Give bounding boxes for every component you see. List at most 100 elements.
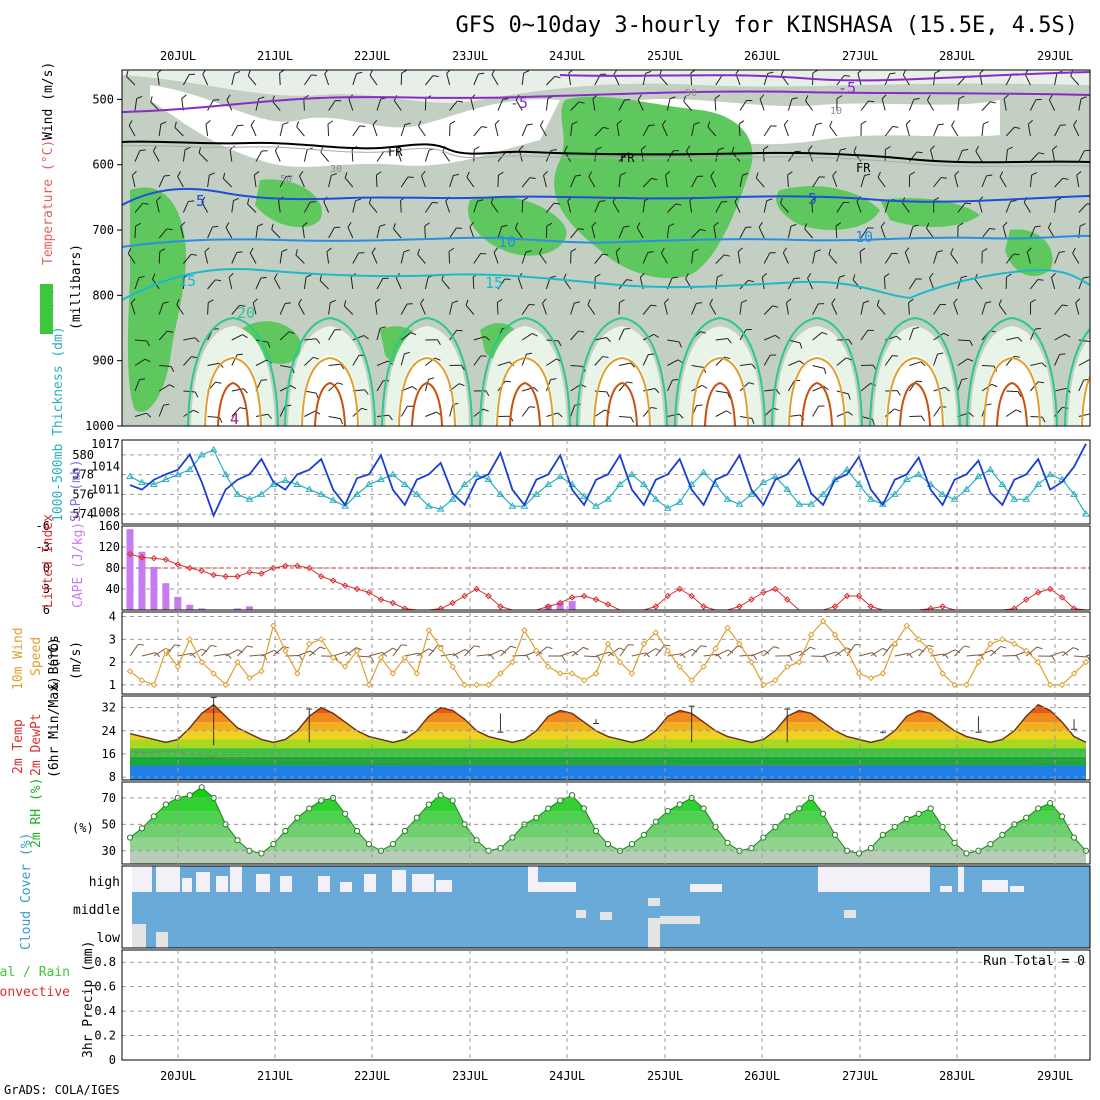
wind-barb: [637, 94, 644, 111]
wind10m-point: [258, 668, 265, 675]
wind-barb: [981, 383, 998, 392]
wind-barb: [908, 278, 922, 290]
cloud-low-patch: [132, 924, 146, 948]
wind-barb: [594, 200, 606, 213]
thickness-point: [867, 495, 875, 502]
date-label-bottom: 25JUL: [647, 1069, 683, 1083]
date-label-bottom: 24JUL: [549, 1069, 585, 1083]
thickness-tick-label: 574: [72, 507, 94, 521]
wind-barb: [957, 95, 965, 111]
wind-barb: [835, 222, 842, 239]
wind-barb: [1029, 225, 1041, 239]
wind-barb: [207, 299, 214, 315]
wind-barb: [449, 364, 466, 371]
surface-wind-barb: [811, 655, 829, 662]
wind-barb: [231, 124, 244, 137]
wind-barb: [812, 249, 821, 264]
date-label-bottom: 20JUL: [160, 1069, 196, 1083]
wind-barb: [1030, 279, 1044, 290]
lifted-index-tick-label: 0: [43, 561, 50, 575]
wind-barb: [1006, 390, 1022, 398]
thickness-point: [807, 500, 816, 507]
rh2m-point: [951, 839, 958, 846]
wind-barb: [642, 304, 657, 315]
wind-barb: [134, 202, 149, 213]
wind-barb: [667, 203, 682, 213]
rh2m-point: [987, 841, 994, 848]
temp2m-tick-label: 16: [102, 747, 116, 761]
wind-barb: [640, 145, 647, 162]
lifted-index-point: [365, 589, 373, 596]
lifted-index-point: [401, 605, 409, 610]
wind-barb: [981, 174, 993, 188]
cloud-high-clear: [182, 878, 192, 892]
thickness-point: [938, 490, 947, 497]
wind-barb: [231, 334, 248, 341]
rh2m-point: [258, 850, 265, 857]
wind10m-point: [377, 654, 385, 661]
wind-barb: [156, 196, 162, 213]
slp-tick-label: 1017: [91, 437, 120, 451]
wind-barb: [594, 126, 609, 137]
wind-barb: [352, 252, 365, 264]
surface-wind-barb: [1038, 655, 1056, 662]
date-label-top: 28JUL: [939, 49, 975, 63]
thickness-point: [484, 475, 493, 483]
wind-barb: [231, 407, 246, 417]
cloud-high-clear: [340, 882, 352, 892]
wind-barb: [521, 177, 536, 188]
wind-barb: [691, 248, 699, 264]
wind-barb: [134, 149, 146, 162]
wind10m-point: [891, 640, 899, 648]
wind10m-point: [389, 670, 397, 677]
wind-barb: [183, 253, 197, 264]
wind-barb: [812, 365, 827, 375]
isotherm-20: [187, 316, 1090, 426]
surface-wind-barb: [822, 651, 842, 657]
wind-barb: [473, 253, 487, 264]
cloud-high-clear: [1010, 886, 1024, 892]
rh2m-point: [449, 797, 456, 804]
wind-barb: [303, 274, 312, 290]
wind-barb: [131, 170, 137, 188]
wind-barb: [1054, 124, 1066, 137]
wind-barb: [812, 405, 825, 417]
wind-barb: [328, 299, 336, 315]
wind10m-point: [580, 677, 588, 684]
wind-barb: [739, 416, 755, 424]
wind-barb: [859, 247, 866, 264]
millibars-label: (millibars): [69, 244, 84, 330]
wind-barb: [812, 303, 825, 315]
wind-barb: [400, 122, 411, 137]
wind-barb: [909, 361, 926, 366]
wind-barb: [739, 172, 749, 188]
cape-tick-label: 80: [106, 561, 120, 575]
wind-barb: [643, 388, 660, 394]
thickness-point: [1022, 495, 1031, 502]
wind-barb: [570, 174, 582, 188]
wind-barb: [466, 171, 475, 188]
isotherm-label: FR: [620, 151, 635, 165]
thickness-point: [460, 480, 469, 487]
wind-barb: [279, 302, 291, 315]
date-label-top: 29JUL: [1037, 49, 1073, 63]
temp-band: [130, 704, 1086, 714]
rh2m-point: [604, 841, 612, 848]
cloud-high-clear: [230, 866, 242, 892]
isotherm-25-arc: [204, 356, 262, 426]
wind10m-point: [676, 663, 683, 670]
wind-barb: [546, 202, 560, 213]
wind-barb: [860, 300, 870, 315]
wind-barb: [763, 198, 773, 213]
wind-barb: [400, 303, 413, 315]
wind-barb: [594, 337, 611, 343]
wind-barb: [207, 225, 219, 239]
wind-barb: [497, 98, 509, 111]
wind-barb: [738, 120, 745, 137]
wind-barb: [883, 273, 890, 290]
cloud-low-patch: [648, 918, 660, 948]
thickness-point: [448, 495, 457, 502]
thickness-point: [161, 475, 170, 483]
lifted-index-point: [437, 605, 444, 610]
wind10m-point: [628, 670, 636, 677]
